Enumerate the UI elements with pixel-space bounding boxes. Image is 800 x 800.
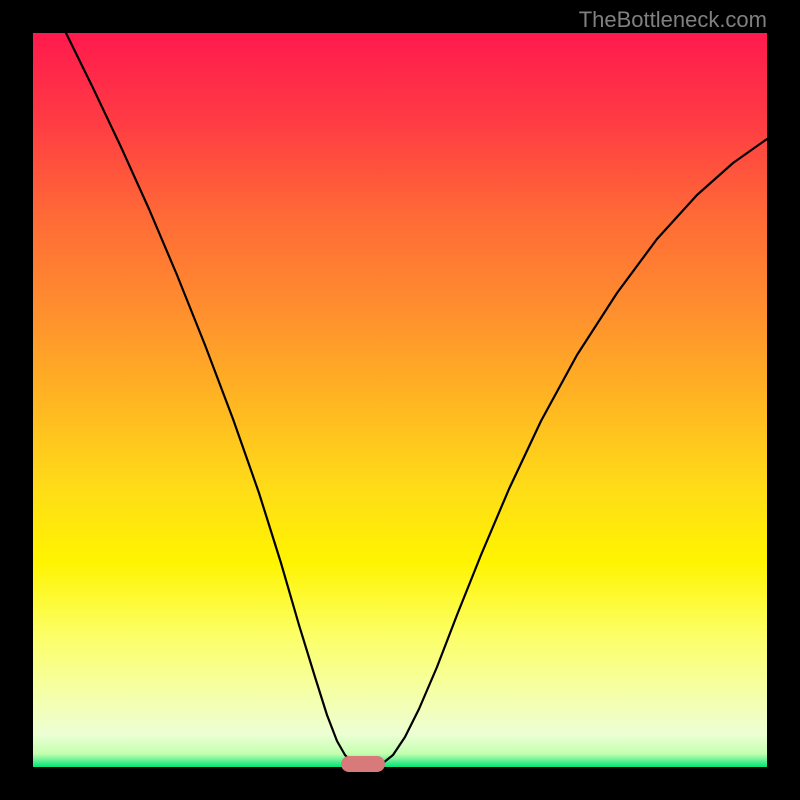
optimum-marker (341, 756, 385, 772)
watermark-text: TheBottleneck.com (579, 7, 767, 33)
curve-overlay (0, 0, 800, 800)
chart-container: TheBottleneck.com (0, 0, 800, 800)
bottleneck-curve (66, 33, 767, 766)
